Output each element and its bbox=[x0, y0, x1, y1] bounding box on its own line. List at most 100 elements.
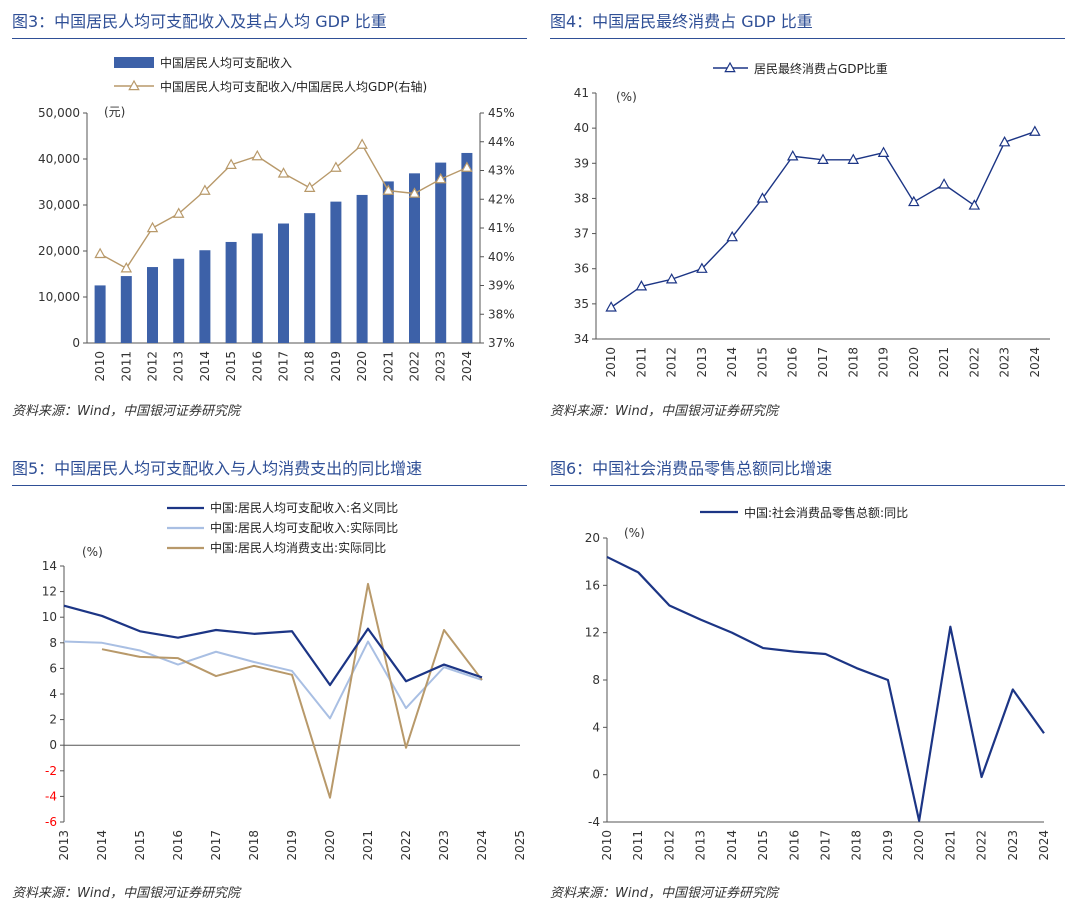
fig3-xtick-label: 2014 bbox=[198, 351, 212, 382]
fig4-marker bbox=[1029, 125, 1041, 136]
fig4-ytick-label: 39 bbox=[574, 156, 589, 170]
fig5-xtick-label: 2023 bbox=[437, 830, 451, 861]
fig3-bar bbox=[382, 181, 394, 343]
fig5-ytick-label: 12 bbox=[42, 585, 57, 599]
fig6-ytick-label: 8 bbox=[592, 673, 600, 687]
fig4-xtick-label: 2010 bbox=[604, 347, 618, 378]
fig5-ytick-label: -2 bbox=[45, 764, 57, 778]
fig4-marker bbox=[605, 301, 617, 312]
fig4-marker bbox=[968, 199, 981, 210]
fig4-ytick-label: 37 bbox=[574, 227, 589, 241]
fig3-xtick-label: 2011 bbox=[119, 351, 133, 382]
fig3-ratio-marker bbox=[120, 262, 133, 273]
fig4-marker bbox=[877, 146, 890, 157]
fig3-bar bbox=[147, 267, 158, 343]
fig5-series-line bbox=[101, 582, 483, 799]
fig5-xtick-label: 2025 bbox=[513, 830, 527, 861]
fig3-ytick-label: 10,000 bbox=[38, 290, 80, 304]
fig4-ytick-label: 38 bbox=[574, 191, 589, 205]
fig3-bar bbox=[173, 258, 185, 343]
fig3-legend-line-label: 中国居民人均可支配收入/中国居民人均GDP(右轴) bbox=[160, 79, 427, 94]
fig6-xtick-label: 2013 bbox=[694, 830, 708, 861]
fig3-xtick-label: 2024 bbox=[460, 351, 474, 382]
panel-fig4: 图4：中国居民最终消费占 GDP 比重 34 35 36 37 38 39 40 41 (%) 2… bbox=[550, 8, 1065, 428]
fig4-marker bbox=[756, 192, 769, 203]
fig4-ytick-label: 35 bbox=[574, 297, 589, 311]
fig3-bar bbox=[278, 223, 289, 343]
panel-fig3: 图3：中国居民人均可支配收入及其占人均 GDP 比重 0 10,000 20,000… bbox=[12, 8, 527, 428]
fig3-yright-tick-label: 40% bbox=[488, 250, 515, 264]
fig5-legend-label: 中国:居民人均消费支出:实际同比 bbox=[210, 540, 386, 555]
fig3-title: 图3：中国居民人均可支配收入及其占人均 GDP 比重 bbox=[12, 12, 387, 31]
fig3-ytick-label: 20,000 bbox=[38, 244, 80, 258]
fig3-ratio-marker bbox=[461, 161, 473, 172]
fig5-xtick-label: 2018 bbox=[247, 830, 261, 861]
fig3-legend-line-marker bbox=[128, 79, 140, 91]
fig4-ytick-label: 41 bbox=[574, 86, 589, 100]
fig5-xtick-label: 2022 bbox=[399, 830, 413, 861]
fig6-xtick-label: 2012 bbox=[662, 830, 676, 861]
fig6-chart: -4 0 4 8 12 16 20 (%) 2010 2011 2012 2013 2014 2015 20… bbox=[585, 505, 1051, 861]
fig4-title-rule bbox=[550, 38, 1065, 39]
fig6-source: 资料来源：Wind，中国银河证券研究院 bbox=[550, 886, 778, 901]
fig3-yright-tick-label: 41% bbox=[488, 221, 515, 235]
fig3-title-rule bbox=[12, 38, 527, 39]
fig5-ytick-label: -6 bbox=[45, 815, 57, 829]
fig6-legend-label: 中国:社会消费品零售总额:同比 bbox=[744, 505, 908, 520]
fig5-ytick-label: 0 bbox=[49, 738, 57, 752]
fig3-bar bbox=[330, 201, 342, 343]
fig3-yright-tick-label: 43% bbox=[488, 164, 515, 178]
fig3-legend-bar-label: 中国居民人均可支配收入 bbox=[160, 55, 292, 70]
fig3-source: 资料来源：Wind，中国银河证券研究院 bbox=[12, 404, 240, 419]
fig5-xtick-label: 2021 bbox=[361, 830, 375, 861]
fig3-yright-tick-label: 42% bbox=[488, 192, 515, 206]
fig5-xtick-label: 2013 bbox=[57, 830, 71, 861]
fig4-legend-label: 居民最终消费占GDP比重 bbox=[754, 61, 888, 76]
fig4-xtick-label: 2012 bbox=[665, 347, 679, 378]
fig3-ratio-marker bbox=[277, 167, 290, 178]
fig5-chart: -6 -4 -2 0 2 4 6 8 10 12 14 (%) 2013 2014 2015 2016 2017… bbox=[42, 500, 527, 861]
fig3-bar bbox=[225, 241, 237, 343]
fig3-chart: 0 10,000 20,000 30,000 40,000 50,000 37% 38% 39%… bbox=[38, 55, 515, 382]
fig5-xtick-label: 2020 bbox=[323, 830, 337, 861]
fig6-line bbox=[606, 555, 1045, 822]
fig4-xtick-label: 2020 bbox=[907, 347, 921, 378]
fig3-ytick-label: 40,000 bbox=[38, 152, 80, 166]
fig6-title-rule bbox=[550, 485, 1065, 486]
fig6-xtick-label: 2019 bbox=[881, 830, 895, 861]
fig6-ytick-label: 16 bbox=[585, 578, 600, 592]
fig3-ratio-marker bbox=[382, 184, 395, 195]
fig6-xtick-label: 2017 bbox=[819, 830, 833, 861]
fig4-xtick-label: 2016 bbox=[786, 347, 800, 378]
fig4-xtick-label: 2023 bbox=[998, 347, 1012, 378]
fig4-marker bbox=[908, 195, 920, 207]
fig6-xtick-label: 2020 bbox=[912, 830, 926, 861]
fig6-xtick-label: 2014 bbox=[725, 830, 739, 861]
fig3-xtick-label: 2020 bbox=[355, 351, 369, 382]
fig5-ytick-label: 2 bbox=[49, 713, 57, 727]
fig3-ratio-marker bbox=[251, 149, 264, 161]
fig3-bar bbox=[304, 213, 316, 343]
fig3-ytick-label: 30,000 bbox=[38, 198, 80, 212]
fig4-xtick-label: 2015 bbox=[755, 347, 769, 378]
fig5-legend-label: 中国:居民人均可支配收入:名义同比 bbox=[210, 500, 398, 515]
panel-fig6: 图6：中国社会消费品零售总额同比增速 -4 0 4 8 12 16 20 (%) 2010 201… bbox=[550, 455, 1065, 905]
fig5-xtick-label: 2015 bbox=[133, 830, 147, 861]
fig5-series-line bbox=[63, 604, 483, 687]
fig3-bar bbox=[435, 162, 447, 343]
fig4-xtick-label: 2021 bbox=[937, 347, 951, 378]
fig3-bar bbox=[356, 194, 368, 343]
fig6-ytick-label: 12 bbox=[585, 626, 600, 640]
fig3-ratio-marker bbox=[199, 184, 211, 195]
fig4-source: 资料来源：Wind，中国银河证券研究院 bbox=[550, 404, 778, 419]
fig5-xtick-label: 2014 bbox=[95, 830, 109, 861]
fig3-ytick-label: 50,000 bbox=[38, 106, 80, 120]
fig6-xtick-label: 2010 bbox=[600, 830, 614, 861]
fig5-ytick-label: 10 bbox=[42, 610, 57, 624]
fig5-ytick-label: -4 bbox=[45, 789, 57, 803]
panel-fig5: 图5：中国居民人均可支配收入与人均消费支出的同比增速 -6 -4 -2 0 2 4 6 8 10… bbox=[12, 455, 527, 905]
fig4-marker bbox=[847, 153, 860, 164]
fig6-xtick-label: 2024 bbox=[1037, 830, 1051, 861]
fig6-xtick-label: 2015 bbox=[756, 830, 770, 861]
fig3-xtick-label: 2019 bbox=[329, 351, 343, 382]
